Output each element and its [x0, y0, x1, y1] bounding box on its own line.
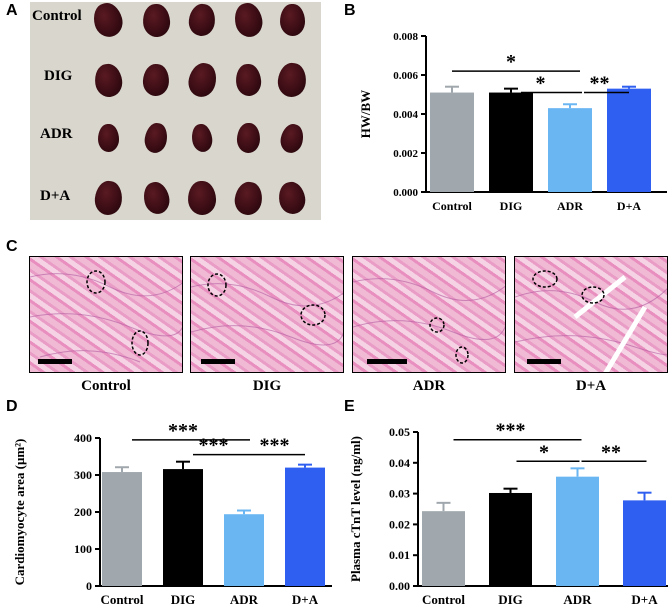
heart-specimen — [142, 121, 170, 155]
bar-adr — [224, 514, 264, 586]
significance-marker: * — [539, 441, 549, 463]
x-tick-label: DIG — [171, 592, 196, 607]
heart-specimen — [276, 61, 308, 99]
significance-marker: ** — [590, 73, 610, 95]
y-tick-label: 0.000 — [393, 187, 418, 199]
histology-control — [29, 256, 183, 373]
chart-hw-bw: 0.000 0.002 0.004 0.006 0.008 HW/BW Control DIG… — [358, 31, 667, 213]
bar-adr — [548, 108, 592, 192]
y-tick-label: 0.008 — [393, 31, 418, 43]
x-tick-label: Control — [422, 592, 465, 607]
heart-specimen — [141, 2, 171, 38]
y-tick-label: 0.02 — [389, 517, 410, 531]
heart-specimen — [90, 0, 126, 41]
histology-da — [514, 256, 668, 373]
x-tick-label: ADR — [230, 592, 259, 607]
bar-dig — [489, 92, 533, 192]
y-axis-label: HW/BW — [358, 90, 373, 138]
histology-adr — [352, 256, 506, 373]
y-tick-label: 400 — [74, 431, 92, 445]
chart-plasma-ctnt: 0.00 0.01 0.02 0.03 0.04 0.05 Plasma cTnT leve… — [348, 420, 668, 607]
y-axis-label: Cardiomyocyte area (μm²) — [12, 439, 27, 586]
y-tick-label: 0.03 — [389, 487, 410, 501]
bar-da — [285, 467, 325, 586]
bar-adr — [556, 476, 599, 586]
x-tick-label: D+A — [631, 592, 658, 607]
histology-label-control: Control — [81, 378, 131, 394]
scale-bar — [201, 359, 235, 364]
x-tick-label: Control — [100, 592, 143, 607]
bar-da — [623, 500, 666, 586]
significance-marker: *** — [496, 420, 526, 442]
y-tick-label: 100 — [74, 542, 92, 556]
row-label-da: D+A — [40, 188, 71, 204]
chart-cardiomyocyte-area: 0 100 200 300 400 Cardiomyocyte area (μm²) Con… — [12, 420, 332, 607]
row-label-control: Control — [32, 8, 82, 24]
heart-specimen — [140, 179, 172, 217]
heart-specimen — [92, 61, 124, 99]
heart-specimen — [97, 123, 119, 153]
significance-marker: * — [506, 51, 516, 73]
bar-control — [422, 511, 465, 586]
histology-label-adr: ADR — [412, 378, 446, 394]
y-tick-label: 0 — [86, 579, 92, 593]
heart-specimen — [184, 60, 220, 100]
panel-letter-b: B — [344, 2, 356, 19]
heart-photo: Control DIG ADR D+A — [30, 0, 321, 220]
heart-specimen — [142, 63, 170, 97]
y-tick-label: 0.01 — [389, 548, 410, 562]
heart-specimen — [276, 179, 308, 217]
y-axis-label: Plasma cTnT level (ng/ml) — [348, 436, 363, 582]
y-tick-label: 0.004 — [393, 109, 418, 121]
histology-dig — [190, 256, 344, 373]
x-tick-label: DIG — [500, 199, 523, 213]
y-tick-label: 300 — [74, 468, 92, 482]
x-tick-label: Control — [432, 199, 472, 213]
panel-letter-e: E — [344, 398, 355, 415]
heart-specimen — [279, 3, 305, 37]
histology-label-da: D+A — [575, 378, 607, 394]
heart-specimen — [187, 180, 217, 216]
heart-specimen — [92, 179, 124, 217]
y-tick-label: 0.006 — [393, 70, 418, 82]
significance-marker: * — [536, 73, 546, 95]
x-tick-label: D+A — [292, 592, 319, 607]
x-tick-label: D+A — [617, 199, 642, 213]
significance-marker: ** — [601, 441, 621, 463]
y-tick-label: 0.002 — [393, 148, 418, 160]
heart-specimen — [231, 0, 265, 40]
heart-specimen — [189, 122, 215, 154]
row-label-dig: DIG — [44, 68, 73, 84]
heart-specimen — [234, 62, 262, 98]
scale-bar — [38, 359, 72, 364]
bar-da — [607, 88, 651, 192]
y-tick-label: 0.00 — [389, 579, 410, 593]
bar-dig — [489, 492, 532, 586]
panel-letter-c: C — [6, 238, 18, 255]
bar-control — [102, 472, 142, 586]
y-tick-label: 0.05 — [389, 425, 410, 439]
scale-bar — [367, 359, 407, 364]
panel-letter-a: A — [6, 2, 18, 19]
heart-specimen — [278, 121, 306, 155]
x-tick-label: ADR — [563, 592, 592, 607]
histology-label-dig: DIG — [252, 378, 282, 394]
significance-marker: *** — [199, 435, 229, 457]
significance-marker: *** — [260, 435, 290, 457]
bar-dig — [163, 469, 203, 586]
y-tick-label: 0.04 — [389, 456, 410, 470]
scale-bar — [527, 359, 561, 364]
x-tick-label: DIG — [498, 592, 523, 607]
bar-control — [430, 92, 474, 192]
heart-specimen — [235, 122, 261, 154]
significance-marker: *** — [168, 420, 198, 442]
panel-letter-d: D — [6, 398, 18, 415]
row-label-adr: ADR — [40, 126, 73, 142]
y-tick-label: 200 — [74, 505, 92, 519]
x-tick-label: ADR — [557, 199, 583, 213]
heart-specimen — [187, 2, 217, 38]
heart-specimen — [232, 179, 264, 217]
